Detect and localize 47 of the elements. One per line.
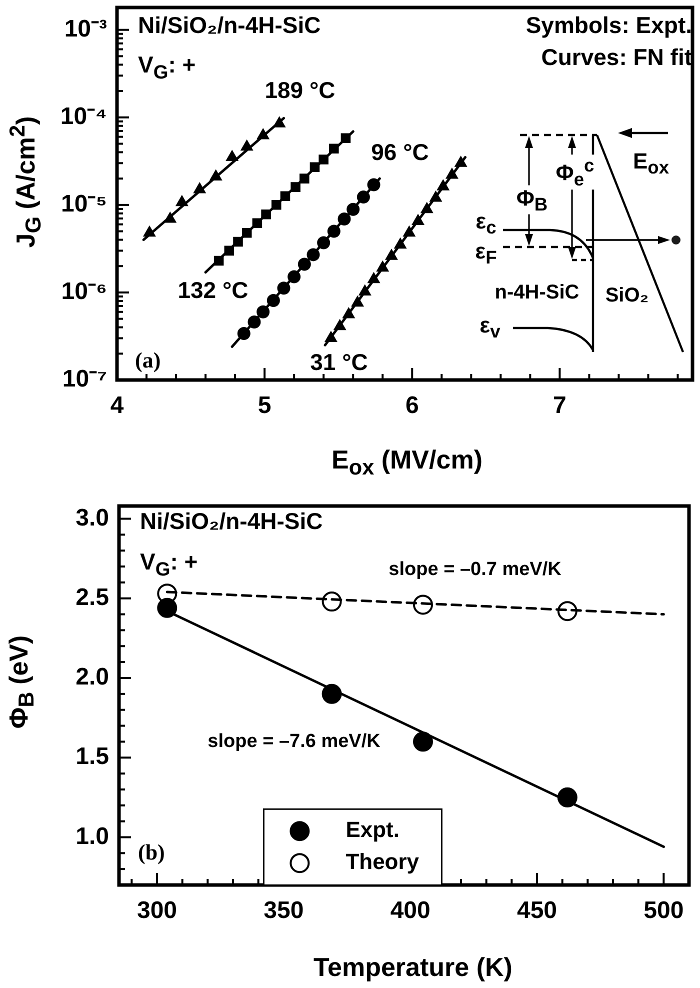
y-tick-label: 1.0 xyxy=(76,822,109,850)
y-tick-label: 10⁻⁷ xyxy=(62,366,107,393)
annotation: ε$_{F}$ xyxy=(474,238,498,268)
annotation: Curves: FN fit xyxy=(541,44,692,70)
annotation: 31 °C xyxy=(310,348,368,376)
x-tick-label: 350 xyxy=(264,897,304,924)
annotation: Φ$_{B}$ xyxy=(515,185,549,215)
x-axis-title: E$_{ox}$ (MV/cm) xyxy=(332,444,482,481)
legend-label: Expt. xyxy=(346,817,400,842)
point xyxy=(413,732,433,752)
y-tick-label: 10⁻⁵ xyxy=(61,190,107,218)
y-tick-label: 3.0 xyxy=(76,504,109,532)
x-tick-label: 4 xyxy=(110,392,124,420)
annotation: 96 °C xyxy=(371,138,429,166)
x-tick-label: 450 xyxy=(516,897,558,924)
point xyxy=(226,150,238,162)
annotation: Symbols: Expt. xyxy=(526,12,692,38)
x-tick-label: 400 xyxy=(390,897,430,924)
annotation: slope = –0.7 meV/K xyxy=(388,559,562,581)
annotation: Ni/SiO₂/n-4H-SiC xyxy=(140,508,323,534)
y-tick-label: 2.5 xyxy=(76,584,109,611)
annotation: n-4H-SiC xyxy=(494,282,580,304)
annotation: ε$_{v}$ xyxy=(478,312,502,342)
y-tick-label: 1.5 xyxy=(76,743,109,770)
y-tick-label: 10⁻⁴ xyxy=(60,103,107,130)
x-tick-label: 6 xyxy=(405,392,419,420)
annotation: slope = –7.6 meV/K xyxy=(208,731,380,753)
y-tick-label: 10⁻³ xyxy=(64,15,108,42)
annotation: Ni/SiO₂/n-4H-SiC xyxy=(138,12,321,38)
x-axis-title: Temperature (K) xyxy=(314,952,512,983)
x-tick-label: 7 xyxy=(553,392,566,420)
x-tick-label: 300 xyxy=(136,897,178,924)
y-tick-label: 2.0 xyxy=(76,664,109,691)
annotation: V$_{G}$: + xyxy=(140,548,198,582)
y-tick-label: 10⁻⁶ xyxy=(61,278,107,306)
annotation: V$_{G}$: + xyxy=(138,52,196,84)
legend-label: Theory xyxy=(346,849,420,874)
annotation: (b) xyxy=(138,839,165,865)
annotation: (a) xyxy=(135,347,161,373)
annotation: ε$_{c}$ xyxy=(474,208,498,238)
annotation: 189 °C xyxy=(264,76,336,104)
annotation: SiO₂ xyxy=(604,284,650,308)
annotation: E$_{ox}$ xyxy=(632,148,670,178)
point xyxy=(157,598,178,618)
annotation: 132 °C xyxy=(178,276,248,304)
x-tick-label: 5 xyxy=(258,392,272,420)
x-tick-label: 500 xyxy=(644,897,684,924)
